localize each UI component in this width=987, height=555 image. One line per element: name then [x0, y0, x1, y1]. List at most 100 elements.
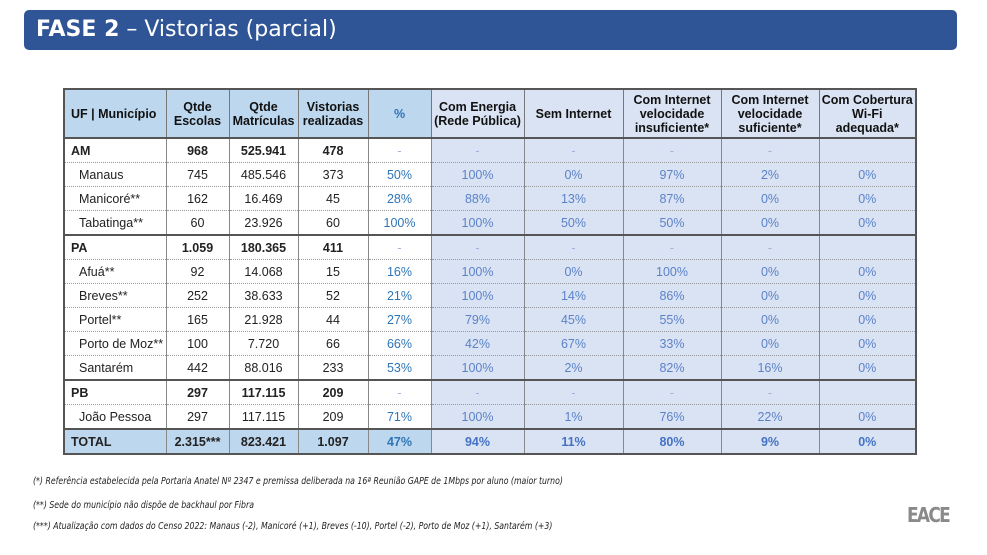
- column-header: Com Internet velocidade suficiente*: [720, 88, 820, 139]
- table-cell: 165: [165, 307, 230, 332]
- table-cell: 180.365: [228, 235, 299, 260]
- table-cell: 71%: [367, 404, 432, 430]
- column-header: Com Internet velocidade insuficiente*: [622, 88, 722, 139]
- table-row: Santarém 442 88.016 233 53% 100% 2% 82% 16% 0%: [63, 355, 917, 381]
- table-cell: 16.469: [228, 186, 299, 211]
- table-row: Breves** 252 38.633 52 21% 100% 14% 86% 0% 0%: [63, 283, 917, 308]
- table-cell: 209: [297, 380, 369, 405]
- table-cell: 0%: [720, 210, 820, 236]
- table-cell: 823.421: [228, 429, 299, 455]
- table-cell: 0%: [720, 186, 820, 211]
- table-cell: 50%: [523, 210, 624, 236]
- table-row: Porto de Moz** 100 7.720 66 66% 42% 67% 33% 0% 0%: [63, 331, 917, 356]
- table-cell: 1.059: [165, 235, 230, 260]
- table-cell: 92: [165, 259, 230, 284]
- table-cell: 50%: [622, 210, 722, 236]
- table-cell: 86%: [622, 283, 722, 308]
- table-cell: 373: [297, 162, 369, 187]
- column-header: %: [367, 88, 432, 139]
- table-cell: 50%: [367, 162, 432, 187]
- table-cell: 60: [297, 210, 369, 236]
- table-header: UF | Município Qtde Escolas Qtde Matrícula…: [63, 88, 917, 139]
- slide-title: FASE 2 – Vistorias (parcial): [24, 10, 957, 50]
- column-header: Qtde Matrículas: [228, 88, 299, 139]
- table-cell: 45: [297, 186, 369, 211]
- table-cell: 1.097: [297, 429, 369, 455]
- table-cell: 117.115: [228, 404, 299, 430]
- table-cell: 0%: [720, 331, 820, 356]
- table-cell: 117.115: [228, 380, 299, 405]
- table-cell: 252: [165, 283, 230, 308]
- table-cell: -: [367, 138, 432, 163]
- table-cell: PB: [63, 380, 167, 405]
- table-cell: 162: [165, 186, 230, 211]
- table-cell: 66: [297, 331, 369, 356]
- table-cell: 525.941: [228, 138, 299, 163]
- table-row: Manicoré** 162 16.469 45 28% 88% 13% 87% 0% 0%: [63, 186, 917, 211]
- table-cell: 442: [165, 355, 230, 381]
- table-cell: -: [720, 138, 820, 163]
- table-cell: -: [622, 380, 722, 405]
- state-row: PB 297 117.115 209- - - - -: [63, 380, 917, 405]
- table-cell: -: [523, 235, 624, 260]
- table-cell: 55%: [622, 307, 722, 332]
- table-cell: 28%: [367, 186, 432, 211]
- table-cell: 9%: [720, 429, 820, 455]
- table-cell: 2.315***: [165, 429, 230, 455]
- table-cell: 38.633: [228, 283, 299, 308]
- table-cell: 0%: [818, 210, 917, 236]
- table-cell: 1%: [523, 404, 624, 430]
- table-cell: 16%: [720, 355, 820, 381]
- table-cell: 7.720: [228, 331, 299, 356]
- table-cell: 0%: [818, 355, 917, 381]
- table-cell: 100%: [430, 404, 525, 430]
- table-cell: Manaus: [63, 162, 167, 187]
- table-cell: 100%: [430, 259, 525, 284]
- table-cell: 47%: [367, 429, 432, 455]
- table-cell: 88%: [430, 186, 525, 211]
- footnote-2: (**) Sede do município não dispõe de bac…: [33, 500, 254, 511]
- table-cell: 76%: [622, 404, 722, 430]
- table-cell: 16%: [367, 259, 432, 284]
- table-cell: -: [430, 235, 525, 260]
- table-cell: 0%: [818, 186, 917, 211]
- table-cell: 14.068: [228, 259, 299, 284]
- table-cell: 21.928: [228, 307, 299, 332]
- total-row: TOTAL 2.315*** 823.421 1.097 47% 94% 11% 80% 9% 0…: [63, 429, 917, 455]
- table-cell: 745: [165, 162, 230, 187]
- table-cell: 23.926: [228, 210, 299, 236]
- table-cell: [818, 235, 917, 260]
- table-cell: -: [622, 138, 722, 163]
- table-cell: 0%: [523, 162, 624, 187]
- table-row: Afuá** 92 14.068 15 16% 100% 0% 100% 0% 0%: [63, 259, 917, 284]
- table-cell: Santarém: [63, 355, 167, 381]
- column-header: Qtde Escolas: [165, 88, 230, 139]
- table-cell: 968: [165, 138, 230, 163]
- table-cell: Tabatinga**: [63, 210, 167, 236]
- table-cell: TOTAL: [63, 429, 167, 455]
- table-cell: 82%: [622, 355, 722, 381]
- table-cell: 100%: [430, 210, 525, 236]
- table-cell: -: [720, 380, 820, 405]
- table-cell: 97%: [622, 162, 722, 187]
- table-cell: 0%: [818, 429, 917, 455]
- table-cell: -: [367, 380, 432, 405]
- table-cell: 485.546: [228, 162, 299, 187]
- footnote-3: (***) Atualização com dados do Censo 202…: [33, 521, 553, 532]
- eace-logo: EACE: [907, 503, 951, 527]
- table-cell: [818, 380, 917, 405]
- table-cell: -: [430, 138, 525, 163]
- table-cell: -: [523, 138, 624, 163]
- column-header: Sem Internet: [523, 88, 624, 139]
- title-text: – Vistorias (parcial): [119, 17, 337, 42]
- column-header: Com Energia (Rede Pública): [430, 88, 525, 139]
- table-cell: 411: [297, 235, 369, 260]
- table-cell: Breves**: [63, 283, 167, 308]
- table-cell: 478: [297, 138, 369, 163]
- table-cell: 60: [165, 210, 230, 236]
- table-cell: -: [523, 380, 624, 405]
- table-cell: 100%: [430, 162, 525, 187]
- table-cell: 0%: [818, 283, 917, 308]
- table-cell: 100%: [430, 283, 525, 308]
- inspections-table: UF | Município Qtde Escolas Qtde Matrícula…: [63, 88, 917, 455]
